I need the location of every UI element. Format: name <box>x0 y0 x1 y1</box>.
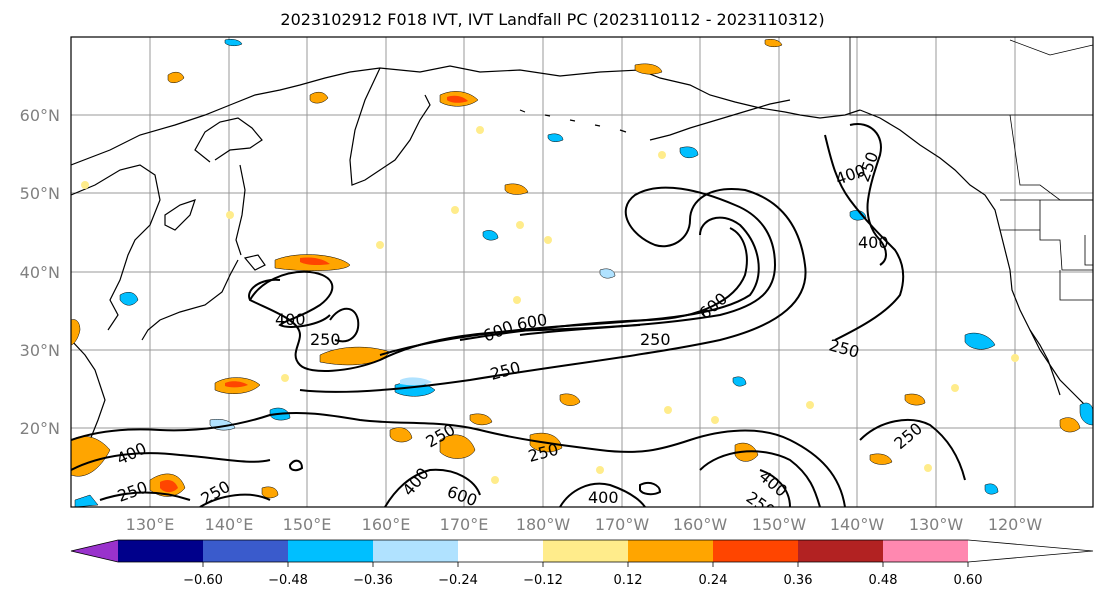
longitude-labels: 130°E 140°E 150°E 160°E 170°E 180°W 170°… <box>126 515 1043 534</box>
contour-label: 250 <box>310 330 341 349</box>
colorbar-tick-label: −0.12 <box>523 573 563 588</box>
colorbar-segment <box>628 540 713 562</box>
colorbar-tick-label: 0.24 <box>699 573 728 588</box>
lon-label: 140°W <box>830 515 885 534</box>
lon-label: 150°W <box>752 515 807 534</box>
contour-label: 250 <box>640 330 671 349</box>
colorbar-tick-label: −0.60 <box>183 573 223 588</box>
lat-label: 50°N <box>20 184 60 203</box>
latitude-labels: 60°N 50°N 40°N 30°N 20°N <box>20 106 60 438</box>
contour-label: 400 <box>275 310 306 329</box>
coastlines <box>71 65 1093 451</box>
colorbar-segment <box>288 540 373 562</box>
political-borders <box>849 37 1093 301</box>
colorbar-segment <box>883 540 968 562</box>
colorbar-tick-label: 0.12 <box>614 573 643 588</box>
colorbar-tick-label: 0.48 <box>869 573 898 588</box>
colorbar-segment <box>798 540 883 562</box>
map-title: 2023102912 F018 IVT, IVT Landfall PC (20… <box>280 10 825 29</box>
colorbar-segment <box>458 540 543 562</box>
colorbar-segment <box>203 540 288 562</box>
contour-label: 400 <box>588 488 619 507</box>
colorbar-segment <box>373 540 458 562</box>
colorbar-tick-label: −0.36 <box>353 573 393 588</box>
lat-label: 20°N <box>20 419 60 438</box>
contour-label: 400 <box>858 233 889 252</box>
colorbar-segment <box>543 540 628 562</box>
lat-label: 30°N <box>20 341 60 360</box>
negative-anomaly-fills <box>74 38 1093 507</box>
lon-label: 140°E <box>205 515 254 534</box>
colorbar-labels: −0.60 −0.48 −0.36 −0.24 −0.12 0.12 0.24 … <box>183 573 982 588</box>
colorbar-tick-label: 0.60 <box>954 573 983 588</box>
lon-label: 160°E <box>362 515 411 534</box>
lon-label: 150°E <box>283 515 332 534</box>
lon-label: 130°E <box>126 515 175 534</box>
colorbar-ticks <box>202 562 969 567</box>
colorbar-tick-label: −0.48 <box>268 573 308 588</box>
lon-label: 170°W <box>595 515 650 534</box>
positive-anomaly-fills <box>71 38 1081 499</box>
colorbar-tick-label: −0.24 <box>438 573 478 588</box>
lon-label: 130°W <box>909 515 964 534</box>
colorbar-tick-label: 0.36 <box>784 573 813 588</box>
colorbar: −0.60 −0.48 −0.36 −0.24 −0.12 0.12 0.24 … <box>70 539 1094 588</box>
lon-label: 180°W <box>516 515 571 534</box>
lat-label: 60°N <box>20 106 60 125</box>
lon-label: 160°W <box>673 515 728 534</box>
ivt-contours <box>71 123 966 507</box>
colorbar-segment <box>71 540 118 562</box>
colorbar-segment <box>713 540 798 562</box>
colorbar-segment <box>968 540 1093 562</box>
lon-label: 170°E <box>440 515 489 534</box>
lat-label: 40°N <box>20 263 60 282</box>
light-positive-anomaly-fills <box>81 126 1019 484</box>
colorbar-segment <box>118 540 203 562</box>
lon-label: 120°W <box>988 515 1043 534</box>
plot-frame <box>70 36 1094 508</box>
